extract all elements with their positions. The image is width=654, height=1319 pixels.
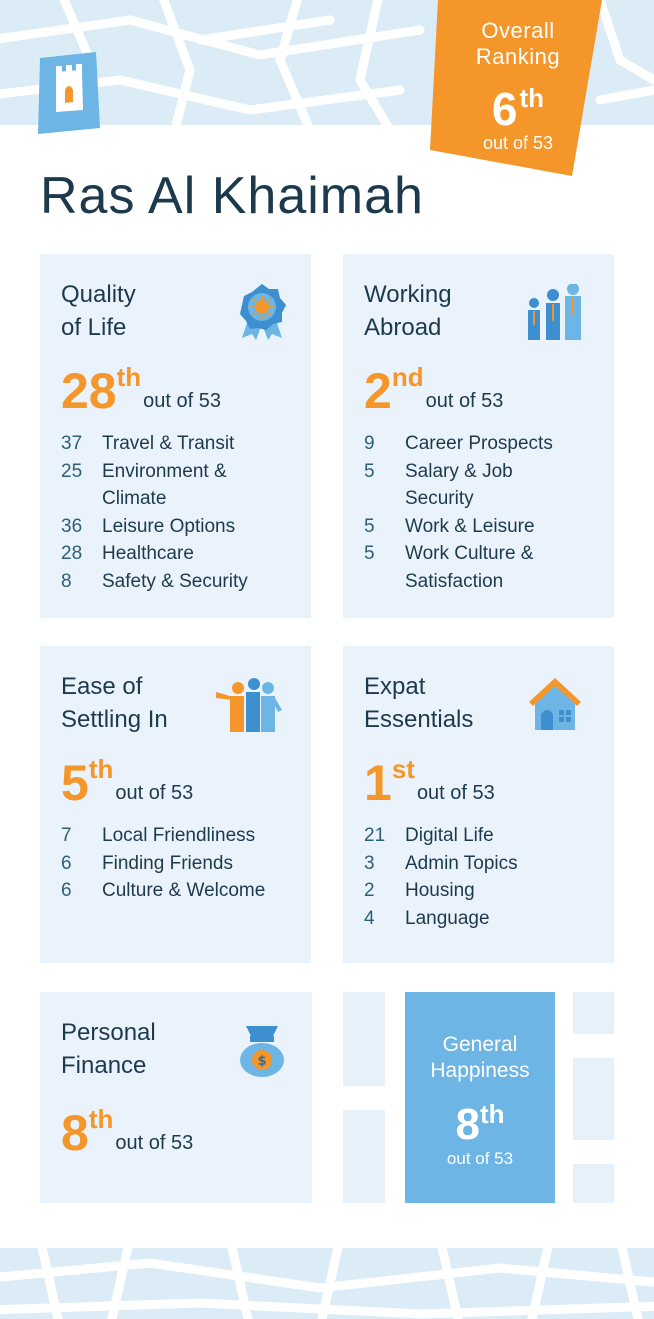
rank-row: 1stout of 53 [364, 754, 495, 811]
house-icon [527, 676, 583, 737]
list-item: 25 Environment & Climate [61, 460, 227, 510]
list-item: 8 Safety & Security [61, 570, 248, 592]
page-title: Ras Al Khaimah [40, 167, 424, 225]
rank-out-of: out of 53 [416, 782, 495, 804]
rank-row: 28thout of 53 [61, 362, 222, 419]
happiness-out-of: out of 53 [446, 1149, 514, 1168]
list-item: 6 Finding Friends [61, 852, 233, 874]
list-item: 4 Language [364, 907, 490, 929]
tower-flag-icon [38, 52, 100, 134]
rank-out-of: out of 53 [115, 1132, 194, 1154]
map-block [343, 992, 385, 1086]
rank-suffix: st [391, 754, 415, 784]
card-expat-essentials: Expat Essentials 1stout of 53 21 Digital … [343, 646, 614, 963]
sub-ranking-list: 37 Travel & Transit 25 Environment & Clima… [61, 430, 301, 595]
overall-out-of: out of 53 [482, 133, 554, 153]
general-happiness-badge: General Happiness 8th out of 53 [405, 992, 555, 1203]
rank-suffix: th [88, 1104, 114, 1134]
rank-out-of: out of 53 [143, 390, 222, 412]
happiness-rank: 8th [455, 1099, 505, 1149]
rank-number: 5 [61, 755, 89, 811]
list-item: 6 Culture & Welcome [61, 880, 266, 901]
friends-group-icon [214, 676, 284, 737]
list-item: 21 Digital Life [364, 825, 494, 846]
list-item: 28 Healthcare [61, 543, 194, 564]
list-item: 9 Career Prospects [364, 433, 553, 454]
money-bag-icon: $ [238, 1024, 286, 1083]
map-block [573, 1058, 614, 1140]
overall-rank: 6th [491, 83, 545, 135]
business-people-icon [527, 283, 583, 345]
list-item: 5 Salary & Job Security [364, 460, 513, 510]
map-block [573, 992, 614, 1034]
award-badge-icon [238, 284, 286, 345]
rank-out-of: out of 53 [115, 782, 194, 804]
rank-row: 5thout of 53 [61, 754, 194, 811]
rank-suffix: th [88, 754, 114, 784]
list-item: 36 Leisure Options [61, 515, 236, 537]
map-background-bottom [0, 1248, 654, 1319]
rank-number: 8 [61, 1105, 89, 1161]
map-block [573, 1164, 614, 1203]
rank-number: 28 [61, 363, 117, 419]
card-title: Working Abroad [364, 281, 452, 341]
list-item: 5 Work Culture & Satisfaction [364, 543, 534, 592]
card-title: Quality of Life [61, 281, 136, 341]
list-item: 5 Work & Leisure [364, 515, 535, 537]
rank-row: 8thout of 53 [61, 1104, 194, 1161]
card-title: Ease of Settling In [61, 673, 168, 733]
card-personal-finance: Personal Finance $ 8thout of 53 [40, 992, 312, 1203]
sub-ranking-list: 9 Career Prospects 5 Salary & Job Security… [364, 430, 594, 595]
sub-ranking-list: 7 Local Friendliness 6 Finding Friends 6 Cu… [61, 822, 306, 905]
card-ease-of-settling-in: Ease of Settling In 5thout of 53 7 Local … [40, 646, 311, 963]
card-working-abroad: Working Abroad 2ndout of 53 9 Career Pros… [343, 254, 614, 618]
list-item: 7 Local Friendliness [61, 825, 256, 846]
rank-suffix: th [116, 362, 142, 392]
overall-label: Overall Ranking [475, 18, 561, 69]
card-quality-of-life: Quality of Life 28thout of 53 37 Travel &… [40, 254, 311, 618]
rank-number: 2 [364, 363, 392, 419]
list-item: 3 Admin Topics [364, 852, 518, 874]
rank-out-of: out of 53 [425, 390, 504, 412]
happiness-label: General Happiness [430, 1033, 530, 1082]
overall-ranking-badge: Overall Ranking 6th out of 53 [430, 0, 602, 176]
list-item: 37 Travel & Transit [61, 433, 235, 454]
svg-text:$: $ [257, 1054, 266, 1069]
card-title: Personal Finance [61, 1019, 156, 1079]
card-title: Expat Essentials [364, 673, 474, 733]
map-block [343, 1110, 385, 1203]
rank-row: 2ndout of 53 [364, 362, 504, 419]
rank-number: 1 [364, 755, 392, 811]
rank-suffix: nd [391, 362, 424, 392]
list-item: 2 Housing [364, 880, 475, 901]
